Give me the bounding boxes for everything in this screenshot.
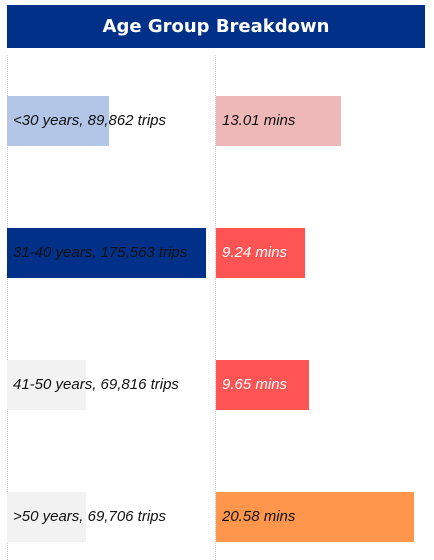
- gridline-middle: [215, 55, 216, 560]
- gridline-left: [7, 55, 8, 560]
- trips-bar-1: [7, 96, 109, 146]
- duration-bar-4: [216, 492, 414, 542]
- duration-bar-3: [216, 360, 309, 410]
- trips-bar-4: [7, 492, 86, 542]
- chart-title: Age Group Breakdown: [4, 5, 425, 48]
- duration-bar-1: [216, 96, 341, 146]
- trips-bar-3: [7, 360, 86, 410]
- trips-bar-2: [7, 228, 206, 278]
- duration-bar-2: [216, 228, 305, 278]
